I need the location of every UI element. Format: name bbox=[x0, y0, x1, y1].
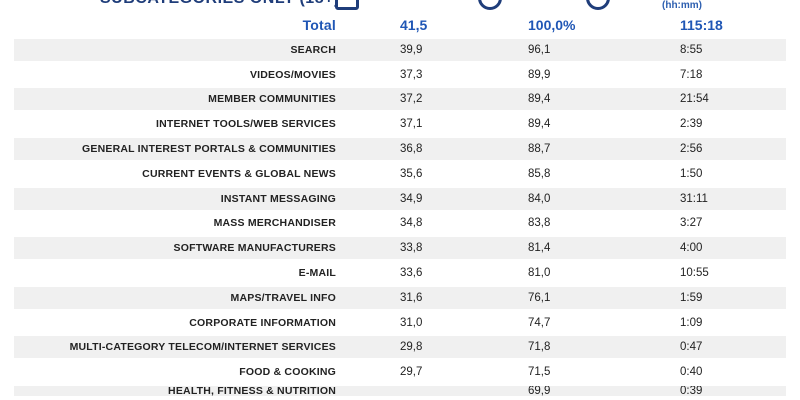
table-row: SOFTWARE MANUFACTURERS 33,8 81,4 4:00 bbox=[14, 237, 786, 260]
row-reach: 81,4 bbox=[528, 242, 551, 255]
row-label: MAPS/TRAVEL INFO bbox=[230, 291, 336, 304]
table-row: CORPORATE INFORMATION 31,0 74,7 1:09 bbox=[14, 312, 786, 334]
row-reach: 89,9 bbox=[528, 68, 551, 81]
row-label: INSTANT MESSAGING bbox=[220, 192, 336, 205]
row-time: 31:11 bbox=[680, 192, 708, 205]
row-time: 0:40 bbox=[680, 366, 703, 379]
row-label: MEMBER COMMUNITIES bbox=[208, 93, 336, 106]
table-row: INTERNET TOOLS/WEB SERVICES 37,1 89,4 2:39 bbox=[14, 113, 786, 135]
row-reach: 74,7 bbox=[528, 316, 551, 329]
row-audience: 29,8 bbox=[400, 341, 423, 354]
row-label: FOOD & COOKING bbox=[239, 366, 336, 379]
row-reach: 69,9 bbox=[528, 385, 551, 396]
row-time: 0:39 bbox=[680, 385, 703, 396]
row-reach: 89,4 bbox=[528, 118, 551, 131]
total-row: Total 41,5 100,0% 115:18 bbox=[14, 14, 786, 36]
row-time: 7:18 bbox=[680, 68, 703, 81]
table-row: HEALTH, FITNESS & NUTRITION 69,9 0:39 bbox=[14, 385, 786, 396]
row-reach: 85,8 bbox=[528, 167, 551, 180]
row-audience: 37,1 bbox=[400, 118, 423, 131]
table-row: FOOD & COOKING 29,7 71,5 0:40 bbox=[14, 361, 786, 383]
row-time: 3:27 bbox=[680, 217, 703, 230]
row-time: 10:55 bbox=[680, 266, 709, 279]
row-audience: 31,6 bbox=[400, 291, 423, 304]
row-audience: 36,8 bbox=[400, 142, 423, 155]
row-label: HEALTH, FITNESS & NUTRITION bbox=[168, 385, 336, 396]
row-label: GENERAL INTEREST PORTALS & COMMUNITIES bbox=[82, 142, 336, 155]
table-row: E-MAIL 33,6 81,0 10:55 bbox=[14, 262, 786, 284]
row-label: E-MAIL bbox=[298, 266, 336, 279]
table-row: MAPS/TRAVEL INFO 31,6 76,1 1:59 bbox=[14, 286, 786, 309]
row-audience: 35,6 bbox=[400, 167, 423, 180]
row-time: 1:09 bbox=[680, 316, 703, 329]
row-audience: 33,8 bbox=[400, 242, 423, 255]
row-audience: 31,0 bbox=[400, 316, 423, 329]
row-audience: 29,7 bbox=[400, 366, 423, 379]
row-time: 0:47 bbox=[680, 341, 703, 354]
table-row: INSTANT MESSAGING 34,9 84,0 31:11 bbox=[14, 187, 786, 210]
row-audience: 37,3 bbox=[400, 68, 423, 81]
row-reach: 76,1 bbox=[528, 291, 551, 304]
row-reach: 88,7 bbox=[528, 142, 551, 155]
row-reach: 71,8 bbox=[528, 341, 551, 354]
header-band: SUBCATEGORIES ONLY (18+) (hh:mm) bbox=[0, 0, 800, 14]
row-label: SEARCH bbox=[290, 43, 336, 56]
data-table: Total 41,5 100,0% 115:18 SEARCH 39,9 96,1 8… bbox=[14, 14, 786, 399]
row-reach: 71,5 bbox=[528, 366, 551, 379]
row-reach: 84,0 bbox=[528, 192, 551, 205]
row-label: SOFTWARE MANUFACTURERS bbox=[173, 242, 336, 255]
row-audience: 34,9 bbox=[400, 192, 423, 205]
percent-icon bbox=[478, 0, 502, 10]
table-row: MEMBER COMMUNITIES 37,2 89,4 21:54 bbox=[14, 88, 786, 111]
row-label: MASS MERCHANDISER bbox=[213, 217, 336, 230]
row-audience: 39,9 bbox=[400, 43, 423, 56]
clock-icon bbox=[586, 0, 610, 10]
row-label: VIDEOS/MOVIES bbox=[249, 68, 336, 81]
row-label: MULTI-CATEGORY TELECOM/INTERNET SERVICES bbox=[69, 341, 336, 354]
row-audience: 37,2 bbox=[400, 93, 423, 106]
row-time: 8:55 bbox=[680, 43, 703, 56]
row-time: 4:00 bbox=[680, 242, 703, 255]
table-row: CURRENT EVENTS & GLOBAL NEWS 35,6 85,8 1:50 bbox=[14, 163, 786, 185]
row-audience bbox=[400, 386, 460, 396]
row-time: 1:50 bbox=[680, 167, 703, 180]
row-reach: 83,8 bbox=[528, 217, 551, 230]
row-time: 2:56 bbox=[680, 142, 703, 155]
row-label: CURRENT EVENTS & GLOBAL NEWS bbox=[142, 167, 336, 180]
table-row: GENERAL INTEREST PORTALS & COMMUNITIES 36… bbox=[14, 137, 786, 160]
calendar-icon bbox=[335, 0, 359, 10]
table-row: MULTI-CATEGORY TELECOM/INTERNET SERVICES… bbox=[14, 336, 786, 359]
row-audience: 33,6 bbox=[400, 266, 423, 279]
table-title: SUBCATEGORIES ONLY (18+) bbox=[100, 0, 340, 8]
total-audience: 41,5 bbox=[400, 17, 428, 33]
row-time: 21:54 bbox=[680, 93, 709, 106]
row-label: CORPORATE INFORMATION bbox=[189, 316, 336, 329]
time-unit-label: (hh:mm) bbox=[662, 0, 702, 11]
table-row: SEARCH 39,9 96,1 8:55 bbox=[14, 38, 786, 61]
total-reach: 100,0% bbox=[528, 17, 576, 33]
table-row: VIDEOS/MOVIES 37,3 89,9 7:18 bbox=[14, 64, 786, 86]
row-time: 2:39 bbox=[680, 118, 703, 131]
row-reach: 89,4 bbox=[528, 93, 551, 106]
total-time: 115:18 bbox=[680, 17, 723, 33]
table-body: SEARCH 39,9 96,1 8:55 VIDEOS/MOVIES 37,3 89,9 7… bbox=[14, 38, 786, 396]
row-reach: 96,1 bbox=[528, 43, 551, 56]
row-reach: 81,0 bbox=[528, 266, 551, 279]
row-time: 1:59 bbox=[680, 291, 703, 304]
total-label: Total bbox=[302, 17, 336, 33]
row-audience: 34,8 bbox=[400, 217, 423, 230]
table-row: MASS MERCHANDISER 34,8 83,8 3:27 bbox=[14, 212, 786, 234]
row-label: INTERNET TOOLS/WEB SERVICES bbox=[155, 118, 336, 131]
